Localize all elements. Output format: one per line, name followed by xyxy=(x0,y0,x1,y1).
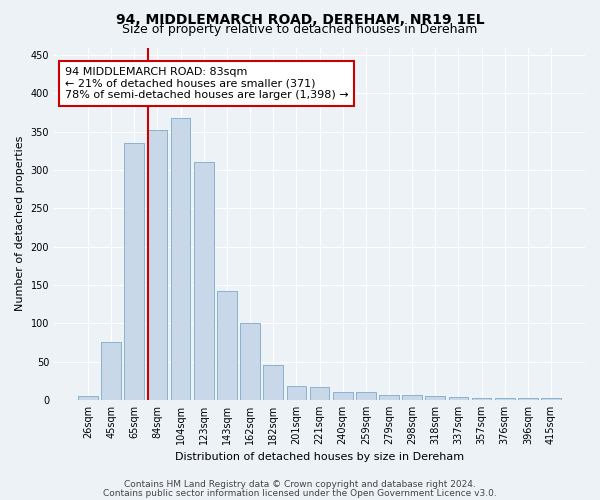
Text: Contains public sector information licensed under the Open Government Licence v3: Contains public sector information licen… xyxy=(103,488,497,498)
Bar xyxy=(124,144,144,400)
Bar xyxy=(240,324,260,400)
Bar xyxy=(495,398,515,400)
Bar xyxy=(78,396,98,400)
Text: 94 MIDDLEMARCH ROAD: 83sqm
← 21% of detached houses are smaller (371)
78% of sem: 94 MIDDLEMARCH ROAD: 83sqm ← 21% of deta… xyxy=(65,67,348,100)
Text: Contains HM Land Registry data © Crown copyright and database right 2024.: Contains HM Land Registry data © Crown c… xyxy=(124,480,476,489)
Bar xyxy=(101,342,121,400)
Bar xyxy=(287,386,306,400)
Bar xyxy=(217,291,237,400)
Bar xyxy=(333,392,353,400)
Bar xyxy=(148,130,167,400)
Bar xyxy=(472,398,491,400)
Bar xyxy=(518,398,538,400)
Bar xyxy=(171,118,190,400)
Bar xyxy=(263,364,283,400)
Bar xyxy=(449,397,468,400)
Bar xyxy=(379,394,399,400)
Bar xyxy=(402,396,422,400)
Bar xyxy=(310,387,329,400)
Bar xyxy=(425,396,445,400)
Text: Size of property relative to detached houses in Dereham: Size of property relative to detached ho… xyxy=(122,22,478,36)
Text: 94, MIDDLEMARCH ROAD, DEREHAM, NR19 1EL: 94, MIDDLEMARCH ROAD, DEREHAM, NR19 1EL xyxy=(116,12,484,26)
Bar xyxy=(541,398,561,400)
X-axis label: Distribution of detached houses by size in Dereham: Distribution of detached houses by size … xyxy=(175,452,464,462)
Bar xyxy=(356,392,376,400)
Bar xyxy=(194,162,214,400)
Y-axis label: Number of detached properties: Number of detached properties xyxy=(15,136,25,312)
